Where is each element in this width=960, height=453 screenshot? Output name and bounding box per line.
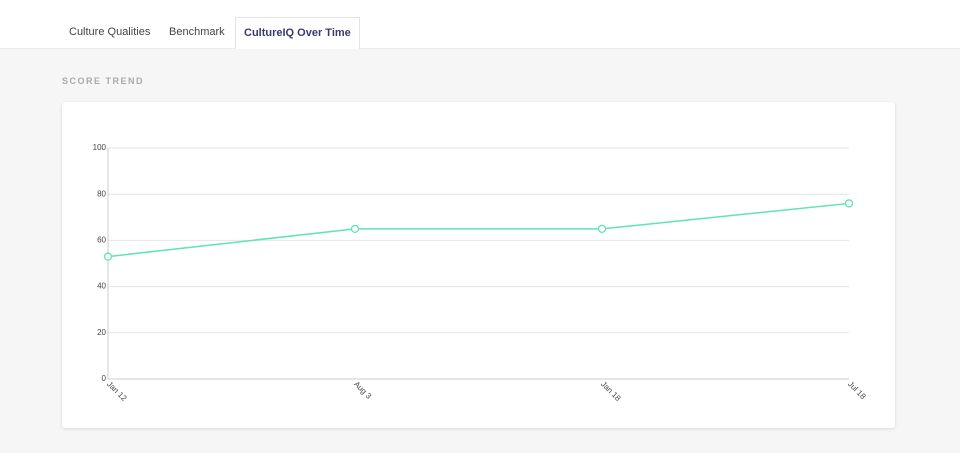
tab[interactable]: Culture Qualities [69,26,151,38]
y-tick-label: 20 [97,328,106,337]
data-point [597,224,607,234]
x-tick-label: Jul 18 [846,380,868,402]
section-title: SCORE TREND [62,76,145,86]
tab[interactable]: CultureIQ Over Time [235,17,360,49]
x-tick-label: Aug 3 [352,380,374,402]
y-tick-label: 60 [97,236,106,245]
tab-bar: Culture Qualities Benchmark CultureIQ Over… [0,0,960,49]
data-point [103,252,113,261]
data-point [844,199,854,208]
y-tick-label: 100 [93,143,107,152]
y-tick-label: 0 [102,374,107,383]
x-tick-label: Jan 18 [599,380,623,404]
data-point [350,224,360,234]
y-tick-label: 80 [97,189,106,198]
chart-card [62,102,895,428]
tab[interactable]: Benchmark [169,26,225,38]
y-tick-label: 40 [97,282,106,291]
x-tick-label: Jan 12 [105,380,129,404]
series-line [107,202,850,258]
